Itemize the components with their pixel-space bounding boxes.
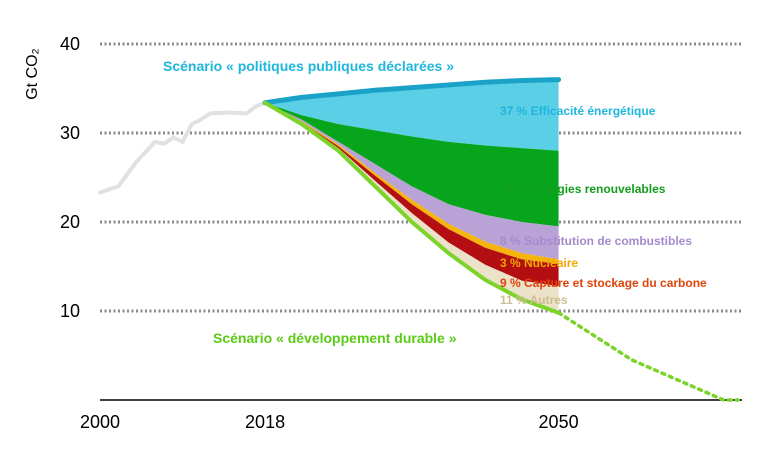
- fuel-switch-wedge: [265, 102, 559, 260]
- fuel-switch-label: 8 % Substitution de combustibles: [500, 234, 692, 248]
- x-tick-labels: 2000 2018 2050: [80, 412, 579, 432]
- sustainable-label: Scénario « développement durable »: [213, 330, 457, 346]
- renewables-wedge: [265, 102, 559, 227]
- ccus-label: 9 % Capture et stockage du carbone: [500, 276, 707, 290]
- stated-policies-label: Scénario « politiques publiques déclarée…: [163, 58, 454, 74]
- y-tick-labels: 10 20 30 40: [60, 34, 80, 321]
- y-tick-label: 40: [60, 34, 80, 54]
- nuclear-label: 3 % Nucléaire: [500, 256, 578, 270]
- ccus-wedge: [265, 102, 559, 287]
- x-tick-label: 2018: [245, 412, 285, 432]
- stated-policies-line: [262, 77, 562, 106]
- sustainable-extension-line: [556, 311, 740, 402]
- wedge-areas: [265, 79, 559, 313]
- history-line: [98, 100, 268, 195]
- other-label: 11 % Autres: [500, 293, 568, 307]
- renewables-label: 32 % Énergies renouvelables: [500, 181, 666, 196]
- series-lines: [98, 77, 740, 402]
- other-wedge: [265, 102, 559, 313]
- sustainable-line: [263, 100, 561, 315]
- efficiency-label: 37 % Efficacité énergétique: [500, 104, 656, 118]
- y-tick-label: 30: [60, 123, 80, 143]
- y-tick-label: 10: [60, 301, 80, 321]
- y-tick-label: 20: [60, 212, 80, 232]
- x-tick-label: 2050: [539, 412, 579, 432]
- y-axis-label: Gt CO₂: [24, 48, 41, 100]
- x-tick-label: 2000: [80, 412, 120, 432]
- efficiency-wedge: [265, 79, 559, 151]
